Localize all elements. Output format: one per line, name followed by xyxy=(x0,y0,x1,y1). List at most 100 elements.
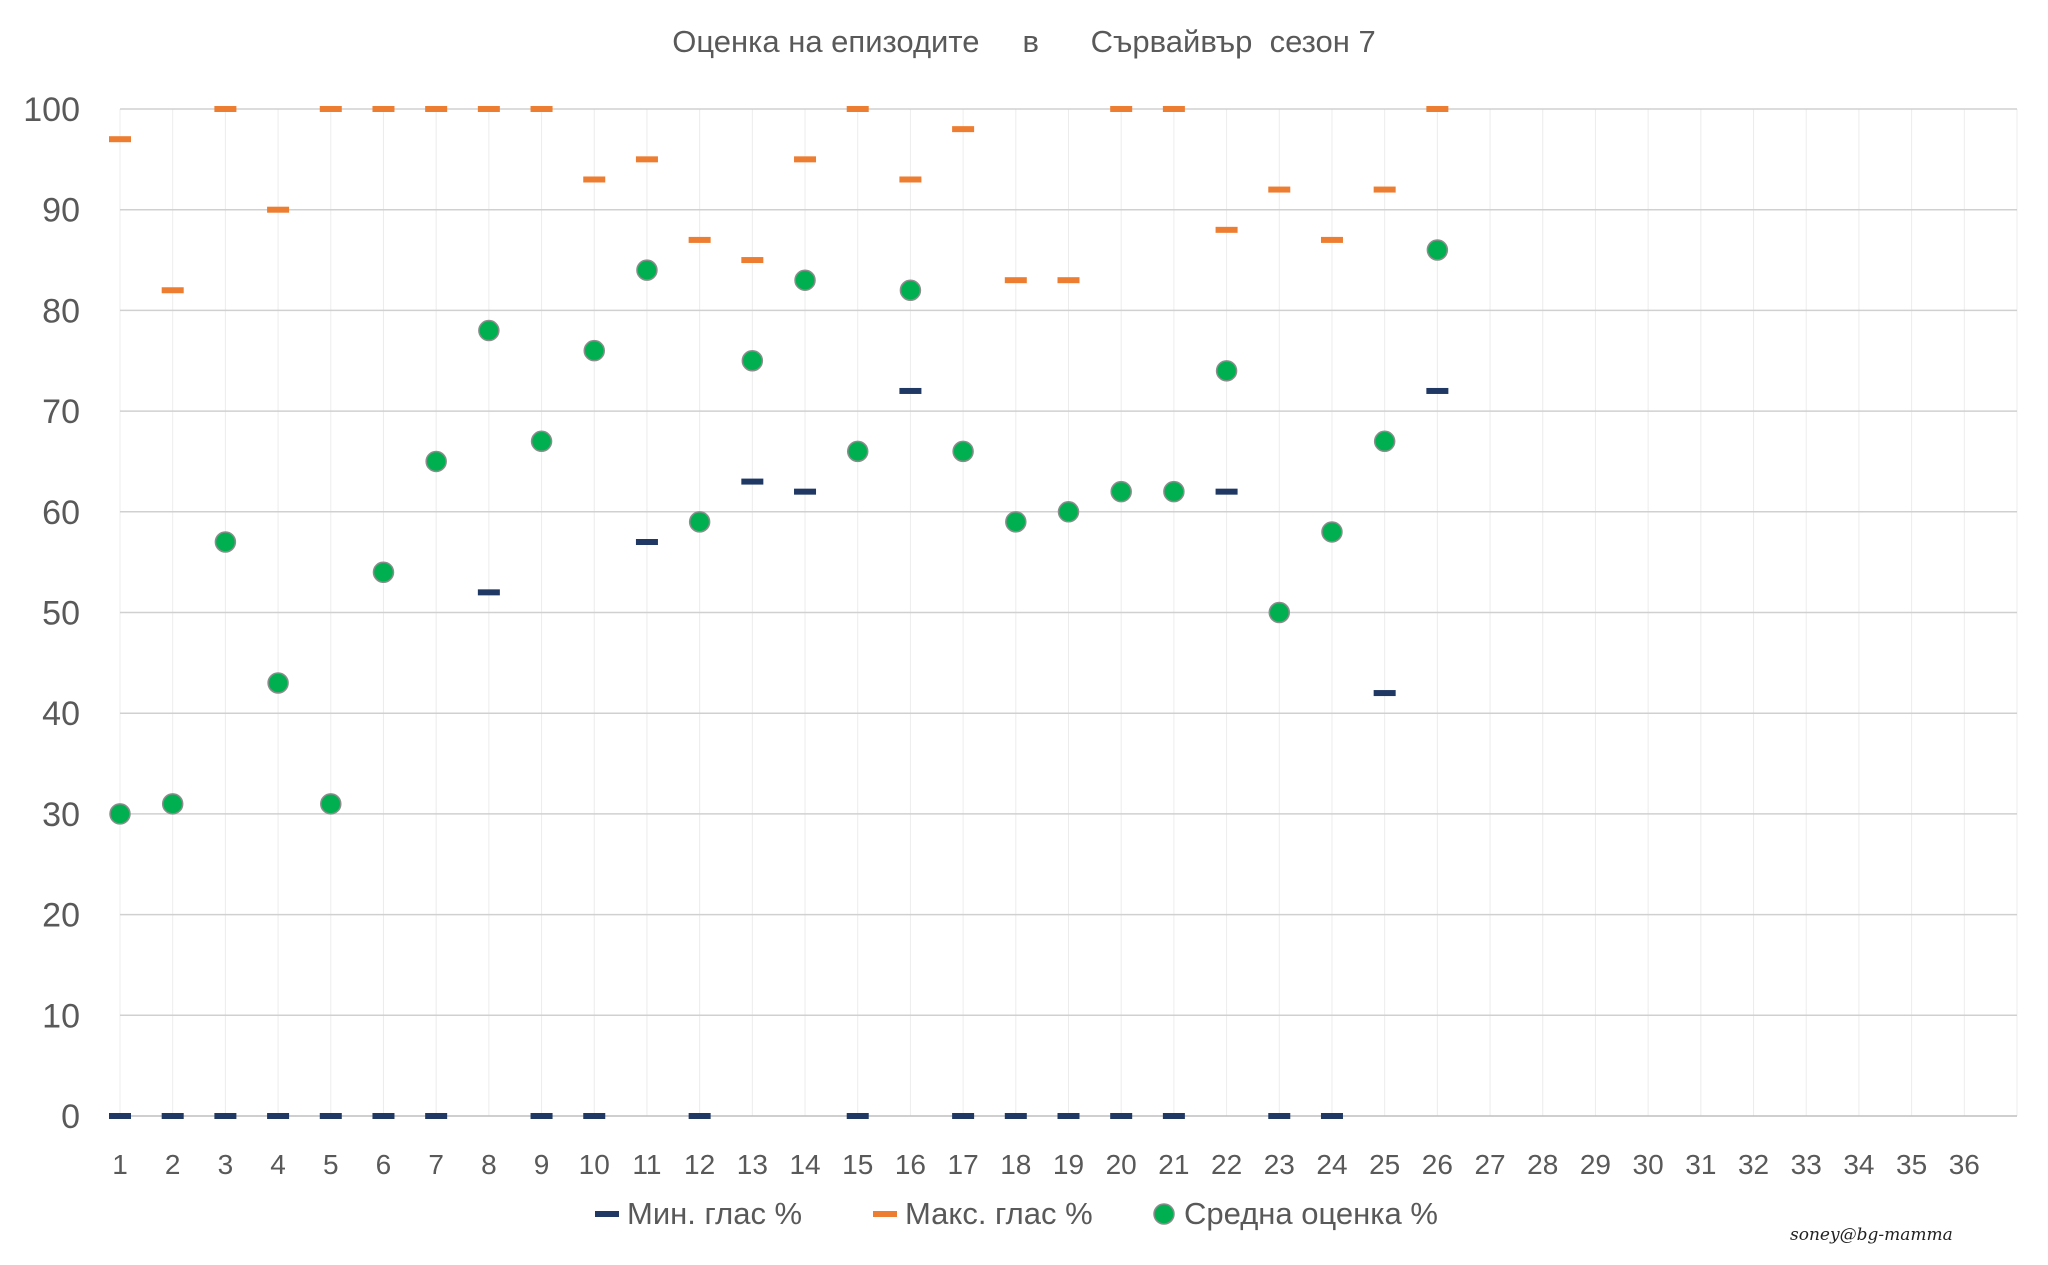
x-tick-label: 20 xyxy=(1106,1149,1137,1180)
max-vote-mark xyxy=(1110,106,1133,112)
y-tick-label: 40 xyxy=(42,695,80,733)
max-vote-mark xyxy=(1268,186,1291,193)
x-tick-label: 35 xyxy=(1896,1149,1927,1180)
x-tick-label: 5 xyxy=(323,1149,339,1180)
min-vote-mark xyxy=(109,1113,131,1119)
avg-point xyxy=(425,450,447,473)
marks-layer xyxy=(109,106,1449,1119)
x-tick-label: 13 xyxy=(737,1149,768,1180)
x-tick-label: 27 xyxy=(1474,1149,1505,1180)
avg-point xyxy=(109,803,131,825)
min-vote-mark xyxy=(1268,1113,1291,1119)
x-tick-label: 1 xyxy=(112,1149,128,1180)
min-vote-mark xyxy=(1320,1113,1343,1119)
x-tick-label: 23 xyxy=(1264,1149,1295,1180)
max-vote-mark xyxy=(688,236,711,243)
avg-point xyxy=(741,350,764,372)
max-vote-mark xyxy=(899,176,922,183)
y-tick-label: 100 xyxy=(23,91,80,129)
x-tick-label: 30 xyxy=(1633,1149,1664,1180)
min-vote-mark xyxy=(635,539,658,546)
min-vote-mark xyxy=(214,1113,237,1119)
avg-point xyxy=(161,793,184,815)
legend-label: Макс. глас % xyxy=(905,1196,1093,1231)
x-tick-label: 14 xyxy=(789,1149,820,1180)
avg-point xyxy=(267,672,289,694)
avg-point xyxy=(1426,239,1449,261)
x-tick-label: 2 xyxy=(165,1149,181,1180)
min-vote-mark xyxy=(1057,1113,1080,1119)
max-vote-mark xyxy=(319,106,342,112)
watermark: soney@bg-mamma xyxy=(1790,1225,1953,1245)
min-vote-mark xyxy=(477,589,500,596)
x-tick-label: 24 xyxy=(1316,1149,1347,1180)
x-tick-label: 17 xyxy=(948,1149,979,1180)
max-vote-mark xyxy=(741,257,764,264)
x-tick-label: 19 xyxy=(1053,1149,1084,1180)
x-tick-label: 21 xyxy=(1158,1149,1189,1180)
max-vote-mark xyxy=(1373,186,1396,193)
avg-point xyxy=(1373,430,1396,453)
x-tick-label: 7 xyxy=(428,1149,444,1180)
min-vote-mark xyxy=(952,1113,975,1119)
max-vote-mark xyxy=(1320,236,1343,243)
x-tick-label: 34 xyxy=(1843,1149,1874,1180)
x-tick-label: 28 xyxy=(1527,1149,1558,1180)
x-tick-label: 10 xyxy=(579,1149,610,1180)
max-vote-mark xyxy=(846,106,869,112)
min-vote-mark xyxy=(583,1113,606,1119)
x-tick-label: 4 xyxy=(270,1149,286,1180)
avg-point xyxy=(1110,480,1132,503)
avg-point xyxy=(846,440,869,463)
max-vote-mark xyxy=(530,106,553,112)
min-vote-mark xyxy=(846,1113,869,1119)
avg-point xyxy=(1215,360,1238,382)
x-tick-label: 22 xyxy=(1211,1149,1242,1180)
min-vote-mark xyxy=(1426,387,1449,394)
min-vote-mark xyxy=(1373,690,1396,697)
y-tick-label: 70 xyxy=(42,393,80,431)
x-tick-label: 12 xyxy=(684,1149,715,1180)
avg-point xyxy=(952,440,974,463)
min-vote-mark xyxy=(161,1113,184,1119)
max-vote-mark xyxy=(1426,106,1449,112)
x-tick-label: 31 xyxy=(1685,1149,1716,1180)
y-tick-label: 80 xyxy=(42,292,80,330)
min-vote-mark xyxy=(688,1113,711,1119)
max-vote-mark xyxy=(477,106,500,112)
x-tick-label: 29 xyxy=(1580,1149,1611,1180)
max-vote-mark xyxy=(425,106,448,112)
x-tick-label: 25 xyxy=(1369,1149,1400,1180)
avg-point xyxy=(636,259,658,281)
min-vote-mark xyxy=(425,1113,448,1119)
min-vote-mark xyxy=(1162,1113,1185,1119)
x-tick-label: 9 xyxy=(534,1149,550,1180)
y-tick-label: 60 xyxy=(42,494,80,532)
avg-point xyxy=(1321,521,1343,543)
min-vote-mark xyxy=(794,488,817,495)
avg-point xyxy=(530,430,553,453)
x-tick-label: 16 xyxy=(895,1149,926,1180)
y-tick-label: 10 xyxy=(42,997,80,1035)
avg-point xyxy=(1005,511,1027,533)
y-tick-label: 90 xyxy=(42,192,80,230)
x-tick-label: 8 xyxy=(481,1149,497,1180)
x-tick-label: 32 xyxy=(1738,1149,1769,1180)
legend-marker-min xyxy=(595,1211,619,1217)
avg-point xyxy=(1057,501,1080,523)
max-vote-mark xyxy=(267,206,290,213)
min-vote-mark xyxy=(530,1113,553,1119)
avg-point xyxy=(899,279,922,302)
min-vote-mark xyxy=(899,387,922,394)
y-tick-label: 20 xyxy=(42,897,80,935)
avg-point xyxy=(320,793,342,815)
max-vote-mark xyxy=(1004,277,1027,284)
max-vote-mark xyxy=(794,156,817,163)
max-vote-mark xyxy=(952,126,975,133)
x-tick-label: 36 xyxy=(1949,1149,1980,1180)
y-tick-label: 0 xyxy=(61,1098,80,1136)
min-vote-mark xyxy=(741,478,764,485)
max-vote-mark xyxy=(1057,277,1080,284)
